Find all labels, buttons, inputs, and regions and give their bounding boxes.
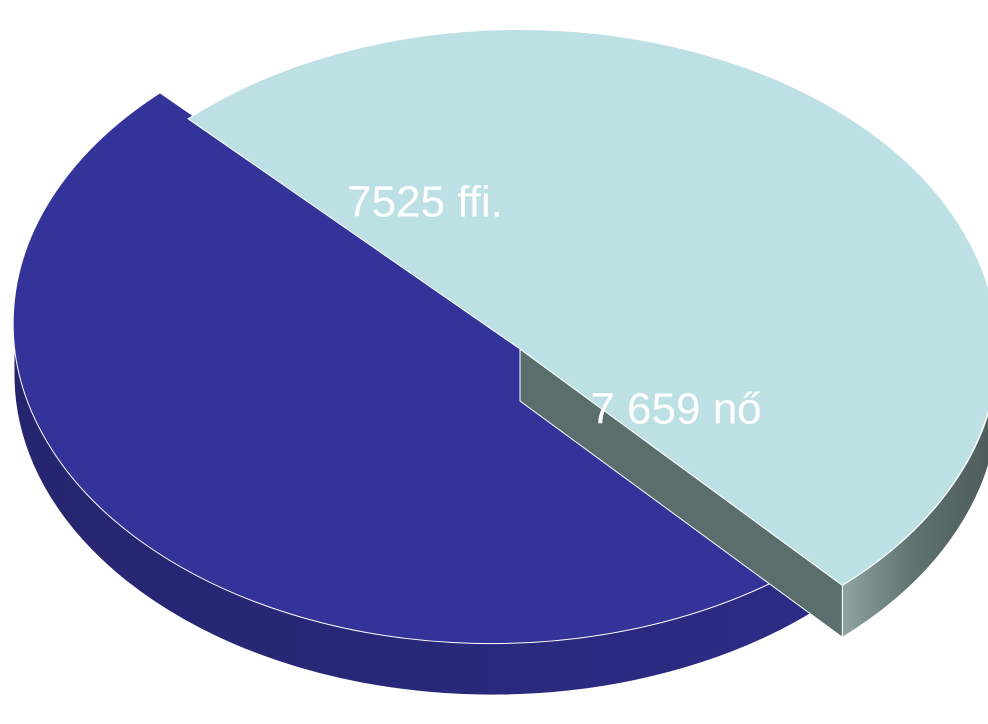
slice-women-top <box>187 29 988 586</box>
slice-women <box>187 29 988 639</box>
slices-layer <box>12 29 988 696</box>
slice-men-top <box>12 92 816 645</box>
slice-label-men: 7525 ffi. <box>347 178 503 227</box>
labels-layer: 7525 ffi. 7 659 nő <box>347 178 762 434</box>
slice-label-women: 7 659 nő <box>590 385 761 434</box>
